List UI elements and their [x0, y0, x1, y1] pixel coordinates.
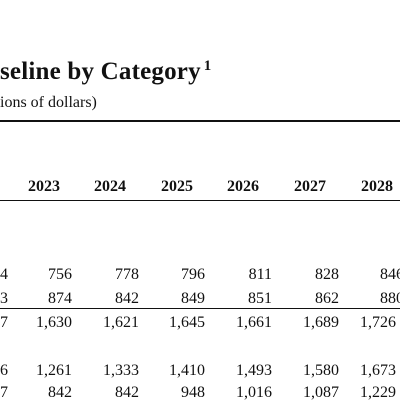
table-subtitle: ions of dollars) [0, 94, 97, 111]
table-cell: 1,229 [360, 384, 396, 401]
column-header-2025: 2025 [161, 178, 193, 195]
table-cell: 1,645 [169, 314, 205, 331]
table-cell: 1,621 [103, 314, 139, 331]
table-cell: 1,087 [303, 384, 339, 401]
table-cell: 7 [0, 314, 8, 331]
column-header-2023: 2023 [28, 178, 60, 195]
table-cell: 842 [48, 384, 72, 401]
table-cell: 1,410 [169, 362, 205, 379]
table-cell: 849 [181, 290, 205, 307]
table-cell: 851 [248, 290, 272, 307]
table-cell: 1,016 [236, 384, 272, 401]
table-cell: 3 [0, 290, 8, 307]
table-cell: 874 [48, 290, 72, 307]
column-header-2026: 2026 [227, 178, 259, 195]
table-cell: 1,261 [36, 362, 72, 379]
total-rule [0, 308, 400, 309]
footnote-marker: 1 [203, 58, 212, 74]
header-rule [0, 200, 400, 201]
table-cell: 880 [380, 290, 400, 307]
table-cell: 4 [0, 266, 8, 283]
table-cell: 842 [115, 290, 139, 307]
table-cell: 1,689 [303, 314, 339, 331]
table-cell: 778 [115, 266, 139, 283]
table-cell: 1,333 [103, 362, 139, 379]
table-cell: 7 [0, 384, 8, 401]
table-cell: 1,673 [360, 362, 396, 379]
table-cell: 811 [248, 266, 272, 283]
column-header-2024: 2024 [94, 178, 126, 195]
table-cell: 948 [181, 384, 205, 401]
table-cell: 6 [0, 362, 8, 379]
table-cell: 862 [315, 290, 339, 307]
table-title: seline by Category 1 [0, 58, 212, 86]
table-cell: 1,726 [360, 314, 396, 331]
table-cell: 842 [115, 384, 139, 401]
column-header-2027: 2027 [294, 178, 326, 195]
table-cell: 796 [181, 266, 205, 283]
table-cell: 828 [315, 266, 339, 283]
table-title-text: seline by Category [0, 58, 201, 85]
table-cell: 1,493 [236, 362, 272, 379]
table-cell: 1,661 [236, 314, 272, 331]
column-header-2028: 2028 [361, 178, 393, 195]
table-cell: 846 [380, 266, 400, 283]
top-rule [0, 120, 400, 122]
table-cell: 756 [48, 266, 72, 283]
table-cell: 1,580 [303, 362, 339, 379]
table-cell: 1,630 [36, 314, 72, 331]
